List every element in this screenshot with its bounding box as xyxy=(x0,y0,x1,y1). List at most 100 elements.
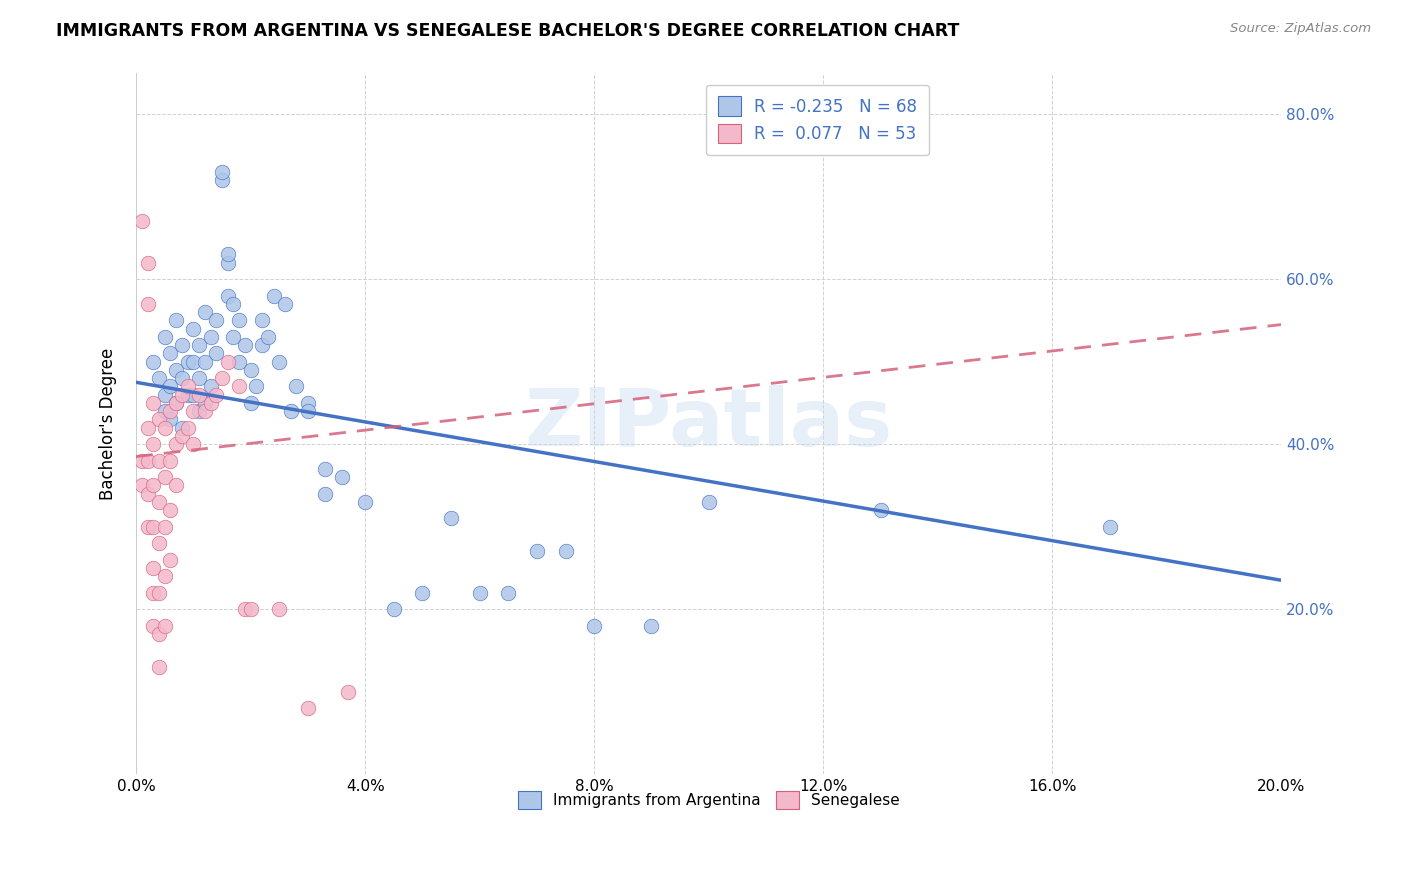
Point xyxy=(188,387,211,401)
Point xyxy=(205,313,228,327)
Text: ZIPatlas: ZIPatlas xyxy=(524,384,893,463)
Point xyxy=(200,379,222,393)
Point xyxy=(142,585,165,599)
Point xyxy=(142,561,165,575)
Point xyxy=(148,660,170,674)
Point xyxy=(330,470,353,484)
Point xyxy=(136,420,159,434)
Point xyxy=(285,379,308,393)
Point xyxy=(211,165,233,179)
Point xyxy=(136,297,159,311)
Point xyxy=(228,379,250,393)
Point xyxy=(274,297,297,311)
Point xyxy=(148,371,170,385)
Point xyxy=(697,495,720,509)
Point xyxy=(188,338,211,352)
Point xyxy=(239,602,262,616)
Point xyxy=(211,173,233,187)
Point xyxy=(136,256,159,270)
Point xyxy=(222,330,245,344)
Point xyxy=(239,396,262,410)
Point xyxy=(217,256,239,270)
Point xyxy=(136,453,159,467)
Point xyxy=(200,330,222,344)
Point xyxy=(153,330,176,344)
Y-axis label: Bachelor's Degree: Bachelor's Degree xyxy=(100,347,117,500)
Point xyxy=(269,354,291,368)
Text: IMMIGRANTS FROM ARGENTINA VS SENEGALESE BACHELOR'S DEGREE CORRELATION CHART: IMMIGRANTS FROM ARGENTINA VS SENEGALESE … xyxy=(56,22,960,40)
Point xyxy=(142,478,165,492)
Point xyxy=(131,453,153,467)
Point xyxy=(188,404,211,418)
Point xyxy=(640,618,662,632)
Point xyxy=(176,387,198,401)
Point xyxy=(297,396,319,410)
Point xyxy=(233,602,256,616)
Point xyxy=(256,330,278,344)
Point xyxy=(183,321,205,335)
Point xyxy=(183,387,205,401)
Point xyxy=(136,486,159,500)
Point xyxy=(228,354,250,368)
Point xyxy=(148,453,170,467)
Point xyxy=(142,354,165,368)
Point xyxy=(165,478,187,492)
Point xyxy=(183,437,205,451)
Point xyxy=(170,429,193,443)
Point xyxy=(211,371,233,385)
Point xyxy=(170,420,193,434)
Point xyxy=(217,247,239,261)
Point xyxy=(250,313,273,327)
Point xyxy=(297,404,319,418)
Point xyxy=(440,511,463,525)
Point xyxy=(1098,519,1121,533)
Point xyxy=(153,420,176,434)
Point xyxy=(205,346,228,360)
Point xyxy=(205,387,228,401)
Point xyxy=(165,396,187,410)
Point xyxy=(245,379,267,393)
Point xyxy=(136,519,159,533)
Point xyxy=(165,437,187,451)
Point xyxy=(148,495,170,509)
Point xyxy=(314,486,336,500)
Point xyxy=(148,536,170,550)
Point xyxy=(148,585,170,599)
Point xyxy=(228,313,250,327)
Point xyxy=(142,519,165,533)
Point xyxy=(411,585,433,599)
Point xyxy=(176,420,198,434)
Point xyxy=(183,404,205,418)
Point xyxy=(280,404,302,418)
Point xyxy=(170,371,193,385)
Point xyxy=(142,618,165,632)
Point xyxy=(131,478,153,492)
Point xyxy=(170,338,193,352)
Point xyxy=(183,354,205,368)
Point xyxy=(142,437,165,451)
Point xyxy=(337,684,360,698)
Point xyxy=(194,396,217,410)
Point xyxy=(250,338,273,352)
Point xyxy=(382,602,405,616)
Point xyxy=(526,544,548,558)
Point xyxy=(153,519,176,533)
Point xyxy=(159,404,181,418)
Point xyxy=(153,618,176,632)
Point xyxy=(354,495,377,509)
Point xyxy=(314,462,336,476)
Point xyxy=(148,412,170,426)
Legend: Immigrants from Argentina, Senegalese: Immigrants from Argentina, Senegalese xyxy=(512,785,905,815)
Point xyxy=(217,354,239,368)
Point xyxy=(153,404,176,418)
Point xyxy=(269,602,291,616)
Point xyxy=(263,288,285,302)
Point xyxy=(194,354,217,368)
Point xyxy=(165,396,187,410)
Point xyxy=(194,305,217,319)
Point xyxy=(188,371,211,385)
Point xyxy=(159,379,181,393)
Point xyxy=(153,569,176,583)
Point xyxy=(176,354,198,368)
Point xyxy=(468,585,491,599)
